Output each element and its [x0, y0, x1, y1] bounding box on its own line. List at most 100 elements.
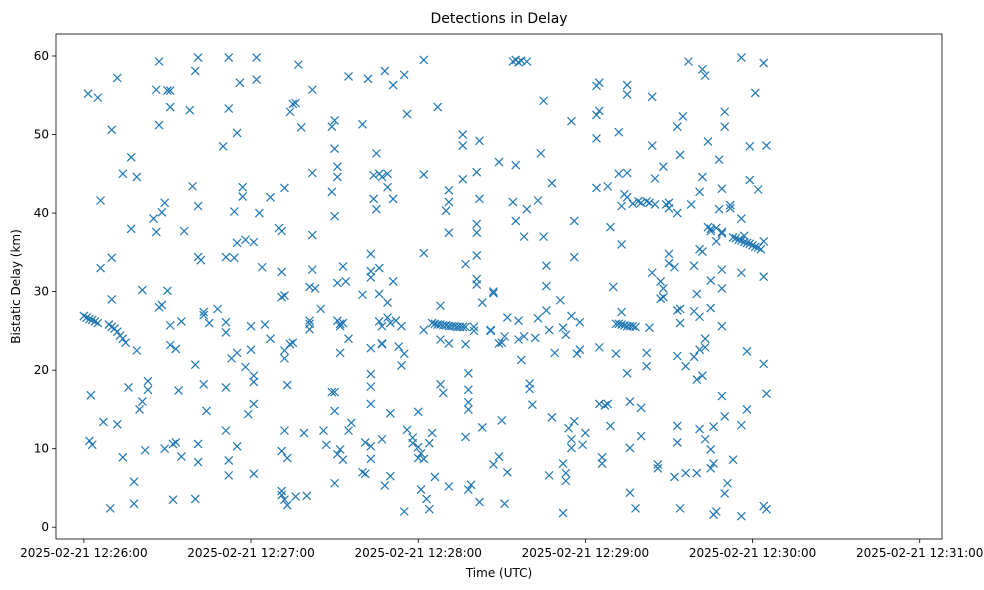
data-point: [647, 268, 657, 278]
data-point: [330, 144, 340, 154]
data-point: [444, 197, 454, 207]
data-point: [132, 172, 142, 182]
data-point: [149, 214, 158, 223]
data-point: [249, 237, 259, 247]
data-point: [558, 459, 568, 469]
data-point: [695, 312, 705, 322]
data-point: [132, 346, 142, 355]
data-point: [360, 437, 370, 447]
data-point: [193, 439, 203, 449]
data-point: [257, 262, 267, 272]
data-point: [107, 253, 117, 263]
data-point: [728, 455, 738, 465]
data-point: [280, 183, 289, 193]
data-point: [121, 338, 131, 348]
data-point: [706, 226, 716, 236]
data-point: [725, 203, 735, 213]
data-point: [742, 346, 752, 356]
data-point: [332, 172, 342, 182]
data-point: [154, 57, 164, 66]
y-tick-label: 40: [34, 206, 49, 220]
data-point: [500, 331, 509, 341]
data-point: [458, 141, 468, 150]
data-point: [528, 400, 537, 410]
data-point: [171, 437, 181, 447]
data-point: [606, 222, 615, 232]
data-point: [118, 334, 128, 344]
data-point: [366, 266, 376, 276]
data-point: [753, 185, 763, 194]
data-point: [636, 403, 646, 413]
data-point: [232, 348, 242, 358]
x-axis-label: Time (UTC): [465, 566, 532, 580]
data-point: [633, 196, 643, 206]
data-point: [424, 504, 434, 514]
data-point: [530, 333, 540, 343]
data-point: [397, 321, 406, 331]
data-point: [592, 134, 601, 143]
data-point: [628, 321, 638, 331]
data-point: [617, 320, 627, 330]
data-point: [296, 123, 306, 132]
data-point: [759, 58, 769, 68]
data-point: [168, 495, 178, 505]
data-point: [338, 318, 348, 328]
y-axis: 0 10 20 30 40 50 60: [34, 49, 56, 534]
data-point: [717, 227, 727, 237]
data-point: [358, 119, 367, 129]
data-point: [622, 80, 632, 90]
data-point: [750, 88, 760, 98]
data-point: [388, 80, 398, 90]
data-point: [475, 497, 484, 507]
data-point: [463, 368, 473, 378]
data-point: [497, 338, 507, 348]
data-point: [516, 355, 526, 365]
data-point: [327, 387, 337, 397]
data-point: [742, 404, 752, 414]
data-point: [489, 459, 498, 469]
data-point: [383, 182, 392, 192]
data-point: [280, 426, 289, 436]
data-point: [305, 282, 314, 292]
data-point: [664, 203, 674, 213]
data-point: [280, 291, 289, 300]
data-point: [224, 456, 234, 465]
data-point: [433, 102, 443, 112]
data-point: [489, 288, 498, 298]
data-point: [305, 324, 314, 334]
data-point: [672, 122, 682, 132]
data-point: [190, 360, 200, 370]
data-point: [689, 261, 699, 271]
data-point: [151, 227, 161, 237]
data-point: [143, 385, 153, 395]
data-point: [224, 104, 234, 114]
y-tick-label: 30: [34, 285, 49, 299]
data-point: [399, 70, 409, 80]
data-point: [477, 423, 487, 432]
data-point: [572, 349, 582, 359]
data-point: [416, 448, 426, 458]
data-point: [642, 348, 652, 358]
data-point: [288, 338, 298, 348]
data-point: [461, 339, 470, 349]
data-point: [656, 294, 666, 304]
data-point: [419, 170, 429, 180]
data-point: [697, 64, 707, 74]
data-point: [374, 317, 384, 326]
data-point: [539, 232, 549, 242]
data-point: [252, 53, 262, 62]
data-point: [199, 310, 209, 320]
data-point: [472, 251, 482, 260]
data-point: [221, 252, 231, 262]
data-point: [249, 377, 259, 387]
data-point: [154, 120, 164, 130]
data-point: [249, 371, 259, 381]
data-point: [564, 423, 574, 433]
data-point: [544, 325, 554, 335]
data-point: [658, 292, 668, 302]
data-point: [291, 492, 301, 502]
data-point: [725, 200, 735, 210]
data-point: [332, 162, 342, 172]
data-point: [232, 128, 242, 138]
y-tick-label: 60: [34, 49, 49, 63]
